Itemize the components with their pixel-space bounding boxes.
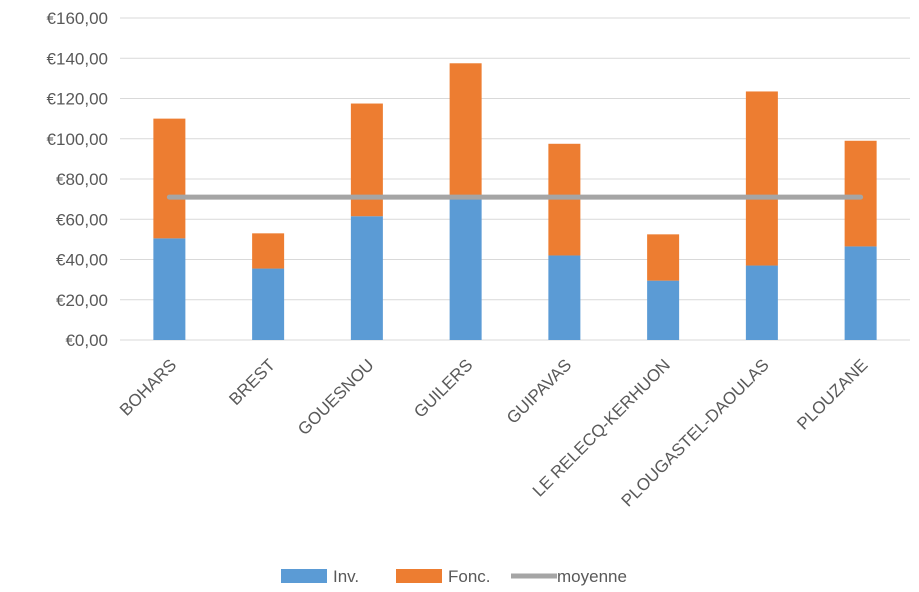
y-tick-label: €40,00 (56, 251, 108, 270)
legend-label: Fonc. (448, 567, 491, 586)
x-tick-label: BREST (225, 355, 279, 409)
y-tick-label: €80,00 (56, 170, 108, 189)
legend-swatch-fonc (396, 569, 442, 583)
bar-inv (548, 255, 581, 340)
bar-fonc (647, 234, 680, 281)
x-tick-label: GUILERS (410, 355, 476, 421)
y-tick-label: €100,00 (47, 130, 108, 149)
bar-inv (350, 216, 383, 340)
legend-swatch-inv (281, 569, 327, 583)
bar-inv (252, 268, 285, 340)
y-axis-ticks: €0,00 €20,00 €40,00 €60,00 €80,00 €100,00 €120… (47, 9, 108, 350)
bar-fonc (252, 233, 285, 269)
bar-fonc (449, 63, 482, 200)
gridlines (120, 17, 910, 341)
x-tick-label: GUIPAVAS (503, 355, 575, 427)
bar-fonc (548, 143, 581, 256)
bar-inv (844, 246, 877, 340)
y-tick-label: €160,00 (47, 9, 108, 28)
y-tick-label: €60,00 (56, 210, 108, 229)
bar-fonc (153, 118, 186, 239)
y-tick-label: €140,00 (47, 49, 108, 68)
y-tick-label: €20,00 (56, 291, 108, 310)
bar-inv (745, 265, 778, 340)
bars (153, 63, 877, 340)
bar-inv (449, 199, 482, 340)
bar-inv (153, 238, 186, 340)
legend: Inv. Fonc. moyenne (281, 567, 627, 586)
x-tick-label: GOUESNOU (294, 355, 378, 439)
legend-label: Inv. (333, 567, 359, 586)
y-tick-label: €120,00 (47, 90, 108, 109)
legend-label: moyenne (557, 567, 627, 586)
x-tick-label: PLOUZANE (793, 355, 871, 433)
bar-inv (647, 280, 680, 340)
bar-fonc (745, 91, 778, 266)
x-tick-label: BOHARS (116, 355, 180, 419)
y-tick-label: €0,00 (65, 331, 108, 350)
bar-fonc (844, 140, 877, 247)
